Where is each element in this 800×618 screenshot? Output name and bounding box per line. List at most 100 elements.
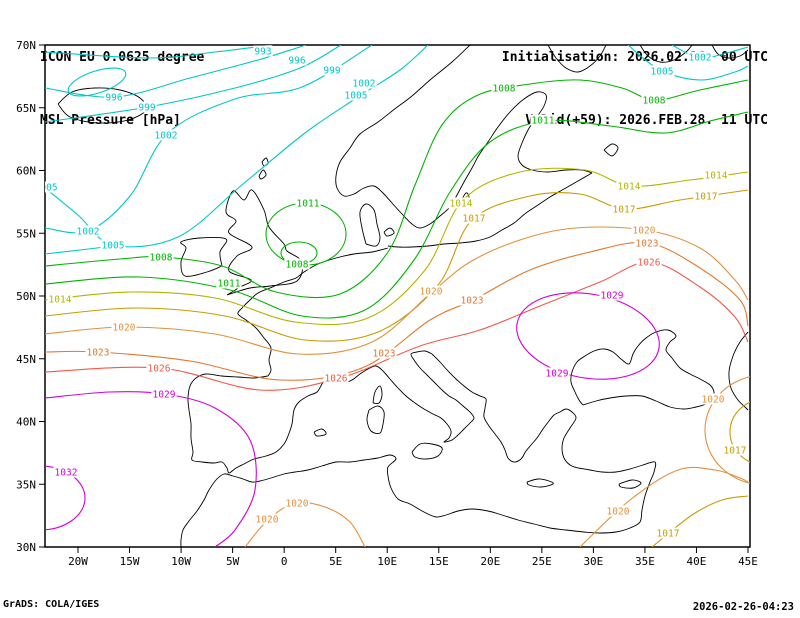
isobar-label-bg [287, 54, 307, 66]
isobar-label: 005 [40, 183, 57, 194]
isobar-label: 1011 [218, 279, 241, 290]
coastline [387, 172, 593, 248]
coastline [359, 203, 381, 247]
isobar-label-bg [544, 367, 570, 379]
isobar-label: 1017 [657, 529, 680, 540]
isobar-label: 1011 [297, 199, 320, 210]
isobar-label: 1020 [286, 499, 309, 510]
coastline [547, 45, 607, 73]
coastline [618, 479, 642, 489]
isobar-label-bg [693, 190, 719, 202]
isobar-label: 1005 [345, 91, 368, 102]
lon-tick-label: 5E [329, 555, 342, 568]
isobars [45, 45, 750, 547]
lon-tick-label: 15E [429, 555, 449, 568]
isobar-label: 1002 [689, 53, 712, 64]
isobar-label: 1002 [77, 227, 100, 238]
isobar-label: 1002 [353, 79, 376, 90]
isobar-label: 1023 [461, 296, 484, 307]
isobar-label-bg [722, 444, 748, 456]
isobar-label: 1026 [148, 364, 171, 375]
isobar-label-bg [641, 94, 667, 106]
isobar-1005 [627, 45, 749, 81]
lon-tick-label: 25E [532, 555, 552, 568]
isobar-label: 1023 [373, 349, 396, 360]
isobar-label-bg [599, 289, 625, 301]
isobar-label-bg [634, 237, 660, 249]
creation-timestamp: 2026-02-26-04:23 [692, 601, 794, 613]
isobar-label-bg [703, 169, 729, 181]
isobar-label-bg [254, 513, 280, 525]
coastline [225, 189, 304, 296]
coastline [411, 442, 443, 460]
isobar-label-bg [351, 77, 377, 89]
isobar-1005 [45, 45, 429, 248]
isobar-label: 1008 [150, 253, 173, 264]
coastline [313, 428, 327, 437]
isobar-label: 1014 [49, 295, 72, 306]
isobar-label: 1020 [113, 323, 136, 334]
lat-tick-label: 55N [16, 227, 36, 240]
isobar-label: 996 [288, 56, 305, 67]
isobar-1020 [45, 226, 749, 355]
isobar-label: 1029 [546, 369, 569, 380]
coastline [383, 227, 395, 237]
lat-tick-label: 65N [16, 102, 36, 115]
isobar-1020 [704, 376, 750, 484]
isobar-1011 [45, 111, 749, 319]
isobar-label-bg [418, 285, 444, 297]
isobar-label-bg [146, 362, 172, 374]
isobar-label: 1014 [450, 199, 473, 210]
isobar-label-bg [700, 393, 726, 405]
lat-tick-label: 30N [16, 541, 36, 554]
lat-tick-label: 70N [16, 39, 36, 52]
isobar-label-bg [631, 224, 657, 236]
coastline [335, 45, 593, 229]
isobar-label-bg [459, 294, 485, 306]
isobar-label-bg [284, 258, 310, 270]
isobar-label: 1029 [153, 390, 176, 401]
isobar-label: 999 [138, 103, 155, 114]
isobar-label-bg [45, 181, 59, 193]
lat-tick-label: 40N [16, 416, 36, 429]
isobar-1032 [45, 465, 86, 531]
coastline [570, 329, 715, 410]
lat-tick-label: 50N [16, 290, 36, 303]
lon-tick-label: 20W [68, 555, 88, 568]
lon-tick-label: 10W [171, 555, 191, 568]
lon-tick-label: 5W [226, 555, 240, 568]
lat-tick-label: 60N [16, 165, 36, 178]
isobar-label-bg [461, 212, 487, 224]
isobar-1023 [45, 241, 749, 381]
isobar-1002 [671, 45, 749, 59]
isobar-label-bg [153, 129, 179, 141]
isobar-label-bg [636, 256, 662, 268]
coastline [325, 350, 475, 443]
isobar-1017 [729, 401, 750, 463]
coastline [526, 478, 554, 488]
isobar-label: 1008 [493, 84, 516, 95]
map-frame [44, 44, 751, 548]
coastline [258, 169, 267, 180]
lon-tick-label: 40E [687, 555, 707, 568]
longitude-axis: 20W 15W 10W 5W 0 5E 10E 15E 20E 25E 30E 35E 40E 45E [68, 547, 758, 568]
isobar-label: 999 [323, 66, 340, 77]
isobar-993 [45, 45, 273, 59]
isobar-label: 1014 [618, 182, 641, 193]
isobar-label: 1017 [724, 446, 747, 457]
isobar-label: 1011 [532, 116, 555, 127]
lon-tick-label: 0 [281, 555, 288, 568]
isobar-label: 993 [254, 47, 271, 58]
isobar-1008 [45, 79, 749, 299]
isobar-label-bg [343, 89, 369, 101]
isobar-label-bg [148, 251, 174, 263]
grads-credit: GrADS: COLA/IGES [3, 599, 100, 610]
isobar-label-bg [100, 239, 126, 251]
latitude-axis: 70N 65N 60N 55N 50N 45N 40N 35N 30N [16, 39, 45, 554]
isobar-label-bg [104, 91, 124, 103]
isobar-label: 1020 [420, 287, 443, 298]
coastline [237, 247, 389, 377]
coastline [366, 405, 385, 434]
coastline [711, 45, 749, 59]
